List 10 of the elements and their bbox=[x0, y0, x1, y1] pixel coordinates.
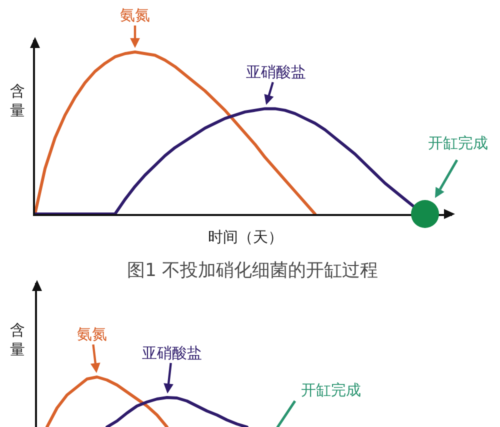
text: 亚硝酸盐 bbox=[246, 63, 306, 81]
caption: 图1 不投加硝化细菌的开缸过程 bbox=[127, 260, 378, 281]
text: 开缸完成 bbox=[428, 134, 488, 152]
x-axis-title: 时间（天） bbox=[208, 228, 283, 246]
y-axis-title: 含量 bbox=[10, 82, 25, 120]
text: 氨氮 bbox=[77, 325, 107, 343]
text: 开缸完成 bbox=[301, 381, 361, 399]
text: 氨氮 bbox=[120, 6, 150, 24]
y-axis-title: 含量 bbox=[10, 321, 25, 358]
text: 亚硝酸盐 bbox=[142, 344, 202, 362]
